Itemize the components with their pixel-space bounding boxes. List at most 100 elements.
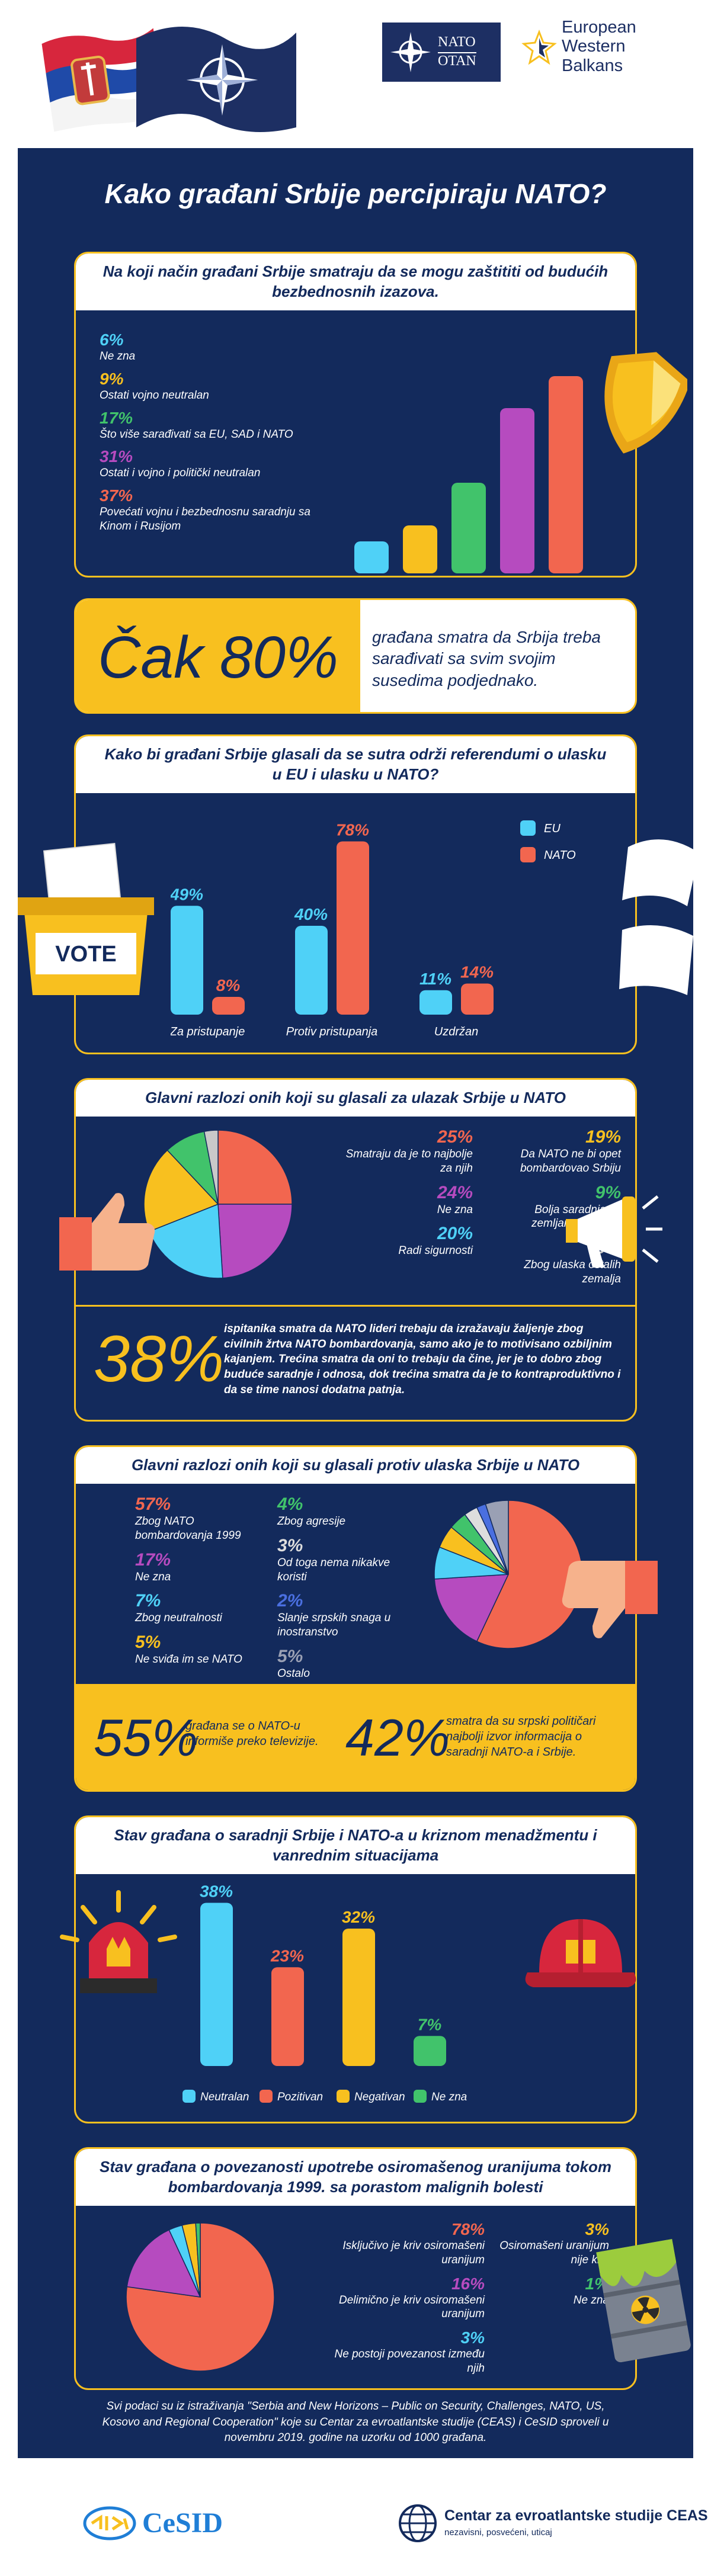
uranium-card: Stav građana o povezanosti upotrebe osir… [74,2147,637,2390]
uranium-item-1-pct: 16% [451,2274,485,2293]
ref-eu-label-1: 40% [294,905,328,923]
security-item-3-label: Ostati i vojno i politički neutralan [100,467,261,480]
crisis-bar-0 [200,1903,233,2066]
crisis-value-3: 7% [418,2015,442,2033]
ref-bar-eu-0 [171,906,203,1015]
header: NATO OTAN European Western Balkans [0,0,711,148]
crisis-value-0: 38% [200,1882,233,1901]
against-item-0-pct: 57% [135,1494,171,1514]
uranium-item-3: 3% Osiromašeni uranijum nije kriv [491,2220,609,2267]
crisis-legend-swatch-3 [414,2090,427,2103]
thumbs-up-icon [59,1193,155,1271]
ref-group-label-1: Protiv pristupanja [286,1025,378,1038]
security-title: Na koji način građani Srbije smatraju da… [76,254,635,310]
for-reasons-card: Glavni razlozi onih koji su glasali za u… [74,1078,637,1422]
ewb-line-3: Balkans [562,56,623,75]
for-pie-slice-0 [217,1130,293,1205]
for-reasons-title: Glavni razlozi onih koji su glasali za u… [76,1080,635,1117]
uranium-item-2: 3% Ne postoji povezanost između njih [331,2328,485,2376]
security-item-0: 6% Ne zna [100,331,337,364]
security-item-1-pct: 9% [100,369,124,388]
star-icon [521,30,557,65]
uranium-item-2-label: Ne postoji povezanost između njih [334,2348,485,2375]
uranium-item-4: 1% Ne zna [491,2275,609,2308]
against-item-4: 4% Zbog agresije [277,1494,419,1529]
security-bar-chart [354,376,583,573]
against-item-1-label: Ne zna [135,1570,171,1583]
uranium-list-left: 78% Isključivo je kriv osiromašeni uranij… [331,2220,485,2383]
for-item-0-pct: 25% [437,1127,473,1147]
security-item-3: 31% Ostati i vojno i politički neutralan [100,447,337,480]
uranium-item-4-label: Ne zna [573,2293,609,2306]
ref-bar-nato-1 [337,841,369,1015]
against-item-3: 5% Ne sviđa im se NATO [135,1632,271,1667]
against-item-7: 5% Ostalo [277,1647,419,1681]
politicians-stat-big: 42% [345,1708,450,1767]
for-item-0-label: Smatraju da je to najbolje za njih [345,1148,473,1175]
against-item-7-label: Ostalo [277,1667,310,1680]
security-item-3-pct: 31% [100,447,133,466]
security-list: 6% Ne zna 9% Ostati vojno neutralan 17% Što v… [100,331,337,540]
crisis-bar-2 [342,1929,375,2066]
uranium-item-0-pct: 78% [451,2220,485,2238]
against-item-0-label: Zbog NATO bombardovanja 1999 [135,1515,241,1542]
for-reasons-list: 25% Smatraju da je to najbolje za njih 24%… [337,1127,621,1299]
for-item-3-label: Da NATO ne bi opet bombardovao Srbiju [520,1148,621,1175]
nato-logo: NATO OTAN [382,23,501,82]
politicians-stat-text: smatra da su srpski političari najbolji … [446,1715,596,1759]
cesid-name: CeSID [142,2507,223,2539]
cesid-mark-icon [83,2506,136,2540]
ref-legend-swatch-1 [520,847,536,862]
for-reasons-pie [143,1130,293,1279]
ref-group-label-0: Za pristupanje [171,1025,245,1038]
ref-bar-nato-0 [212,997,245,1015]
against-item-6: 2% Slanje srpskih snaga u inostranstvo [277,1591,419,1640]
security-item-1-label: Ostati vojno neutralan [100,389,209,402]
against-list-right: 4% Zbog agresije 3% Od toga nema nikakve ko… [277,1494,419,1688]
for-item-0: 25% Smatraju da je to najbolje za njih [337,1127,473,1176]
crisis-card: Stav građana o saradnji Srbije i NATO-a … [74,1815,637,2123]
for-item-2: 20% Radi sigurnosti [337,1224,473,1258]
thumbs-down-icon [562,1561,658,1638]
against-item-5-pct: 3% [277,1535,303,1555]
uranium-item-0: 78% Isključivo je kriv osiromašeni uranij… [331,2220,485,2267]
ceas-tagline: nezavisni, posvećeni, uticaj [444,2527,552,2537]
regret-box: 38% ispitanika smatra da NATO lideri tre… [76,1305,635,1420]
against-item-0: 57% Zbog NATO bombardovanja 1999 [135,1494,271,1543]
nato-fr-label: OTAN [438,53,476,69]
tv-stat-big: 55% [94,1708,198,1767]
security-bar-4 [549,376,583,573]
ref-eu-label-0: 49% [171,885,203,903]
against-pie-slice-1 [434,1574,510,1643]
neighbors-card: Čak 80% građana smatra da Srbija treba s… [74,598,637,714]
tv-stat-text: građana se o NATO-u informiše preko tele… [185,1720,319,1748]
crisis-legend-swatch-2 [337,2090,350,2103]
neighbors-text: građana smatra da Srbija treba sarađivat… [372,628,601,689]
security-item-2-label: Što više sarađivati sa EU, SAD i NATO [100,428,293,441]
security-item-4-label: Povećati vojnu i bezbednosnu saradnju sa… [100,506,310,532]
ref-eu-label-2: 11% [419,970,451,988]
nato-flag-icon [136,27,296,132]
against-item-2: 7% Zbog neutralnosti [135,1591,271,1625]
crisis-legend-swatch-1 [260,2090,273,2103]
security-item-2-pct: 17% [100,408,133,427]
against-reasons-card: Glavni razlozi onih koji su glasali prot… [74,1445,637,1792]
source-note: Svi podaci su iz istraživanja "Serbia an… [102,2400,609,2445]
ewb-line-1: European [562,18,636,37]
against-reasons-pie [434,1500,583,1649]
crisis-bar-chart: 38% Neutralan 23% Pozitivan 32% Negativan 7% Ne… [182,1882,467,2103]
vote-label: VOTE [55,942,116,967]
uranium-title: Stav građana o povezanosti upotrebe osir… [76,2149,635,2206]
against-list-left: 57% Zbog NATO bombardovanja 1999 17% Ne zna… [135,1494,271,1674]
against-item-1: 17% Ne zna [135,1550,271,1584]
for-item-3-pct: 19% [585,1127,621,1147]
uranium-pie-slice-0 [126,2222,275,2372]
neighbors-big: Čak 80% [76,600,360,712]
ewb-logo: European Western Balkans [521,18,675,101]
referendum-title: Kako bi građani Srbije glasali da se sut… [76,736,635,793]
against-item-1-pct: 17% [135,1550,171,1570]
security-item-2: 17% Što više sarađivati sa EU, SAD i NATO [100,409,337,442]
crisis-legend-swatch-0 [182,2090,196,2103]
ballot-box-icon: VOTE [18,842,154,995]
nato-en-label: NATO [438,34,476,53]
